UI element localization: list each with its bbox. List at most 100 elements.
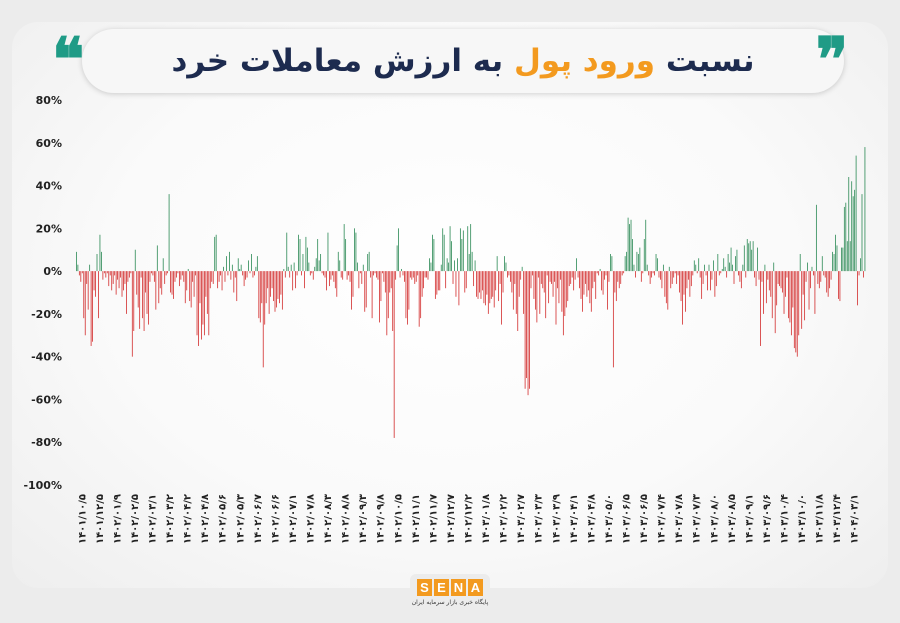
bar (840, 247, 842, 272)
x-tick-label: ۱۴۰۱/۱۲/۵ (95, 494, 106, 544)
x-tick-label: ۱۴۰۳/۱۰/۰ (797, 494, 808, 544)
bar (576, 258, 577, 272)
bar (462, 230, 464, 272)
bar (532, 271, 533, 276)
bar (676, 271, 678, 284)
bar (286, 232, 288, 272)
bar (215, 234, 217, 272)
bar (487, 271, 489, 314)
bar (327, 232, 329, 272)
bar (274, 271, 276, 312)
bar (670, 271, 672, 289)
bar (131, 271, 133, 357)
bar (301, 271, 302, 276)
bar (813, 271, 814, 276)
bar (814, 271, 816, 314)
bar (523, 271, 525, 314)
bar (415, 271, 417, 282)
bar (708, 264, 710, 272)
bar (358, 271, 360, 289)
bar (645, 219, 647, 272)
bar (507, 271, 508, 278)
bar (390, 271, 392, 289)
x-tick-label: ۱۴۰۲/۱۲/۷ (446, 494, 457, 544)
bar (95, 271, 96, 297)
bar (429, 258, 430, 272)
bar (370, 271, 372, 278)
bar (284, 271, 286, 278)
bar (649, 271, 651, 284)
bar (661, 271, 663, 289)
bar (349, 271, 351, 282)
bar (454, 260, 455, 272)
bar (80, 271, 82, 282)
bar (630, 219, 632, 272)
bar (330, 271, 332, 280)
bar (799, 254, 801, 272)
bar (608, 271, 610, 282)
bar (715, 271, 717, 287)
bar (377, 271, 379, 280)
bar (195, 271, 196, 276)
bar (318, 260, 320, 272)
bar (299, 239, 301, 272)
bar (537, 271, 539, 278)
bar (321, 271, 323, 274)
x-tick-label: ۱۴۰۲/۰۸/۸ (341, 494, 352, 544)
bar (156, 245, 158, 272)
title-banner: نسبت ورود پول به ارزش معاملات خرد (82, 29, 844, 93)
bar (167, 271, 169, 274)
bar (281, 271, 283, 310)
bar (251, 254, 252, 272)
bar (384, 271, 386, 293)
bar (637, 254, 639, 272)
bar (543, 271, 545, 293)
x-tick-label: ۱۴۰۳/۰۶/۵ (622, 494, 633, 544)
bar (331, 271, 333, 276)
title-highlight: ورود پول (513, 43, 656, 79)
bar (826, 271, 828, 293)
bar (439, 271, 441, 291)
bar (276, 271, 277, 308)
bar (598, 271, 600, 276)
bar (802, 271, 804, 295)
bar (607, 271, 608, 310)
bar (849, 241, 851, 272)
bar (723, 258, 725, 272)
bar (770, 271, 772, 297)
bar (76, 251, 77, 272)
bar (739, 271, 741, 282)
bar (239, 268, 241, 272)
bar (852, 196, 854, 272)
x-tick-label: ۱۴۰۲/۰۲/۵ (130, 494, 141, 544)
x-tick-label: ۱۴۰۲/۰۶/۷ (253, 494, 264, 544)
bar (103, 271, 105, 274)
bar (679, 271, 680, 293)
x-tick-label: ۱۴۰۲/۰۴/۲ (183, 494, 194, 544)
bar (237, 258, 239, 272)
bar (214, 236, 216, 272)
x-tick-label: ۱۴۰۲/۱۱/۱ (411, 494, 422, 544)
bar (340, 271, 342, 278)
bar (489, 271, 491, 304)
bar (124, 271, 126, 284)
bar (682, 271, 683, 325)
bar (685, 271, 686, 312)
bar (202, 271, 204, 325)
bar (127, 271, 129, 282)
bar (242, 271, 244, 276)
bar (674, 271, 676, 274)
bar (793, 271, 795, 349)
bar (751, 249, 753, 272)
bar (551, 271, 552, 284)
bar (832, 251, 833, 272)
bar (283, 268, 285, 272)
bar (574, 271, 576, 280)
bar (152, 271, 154, 276)
bar (402, 271, 404, 276)
bar (668, 266, 670, 272)
bar (827, 271, 829, 297)
bar (273, 271, 274, 302)
bar (520, 271, 522, 280)
bar (198, 271, 199, 346)
